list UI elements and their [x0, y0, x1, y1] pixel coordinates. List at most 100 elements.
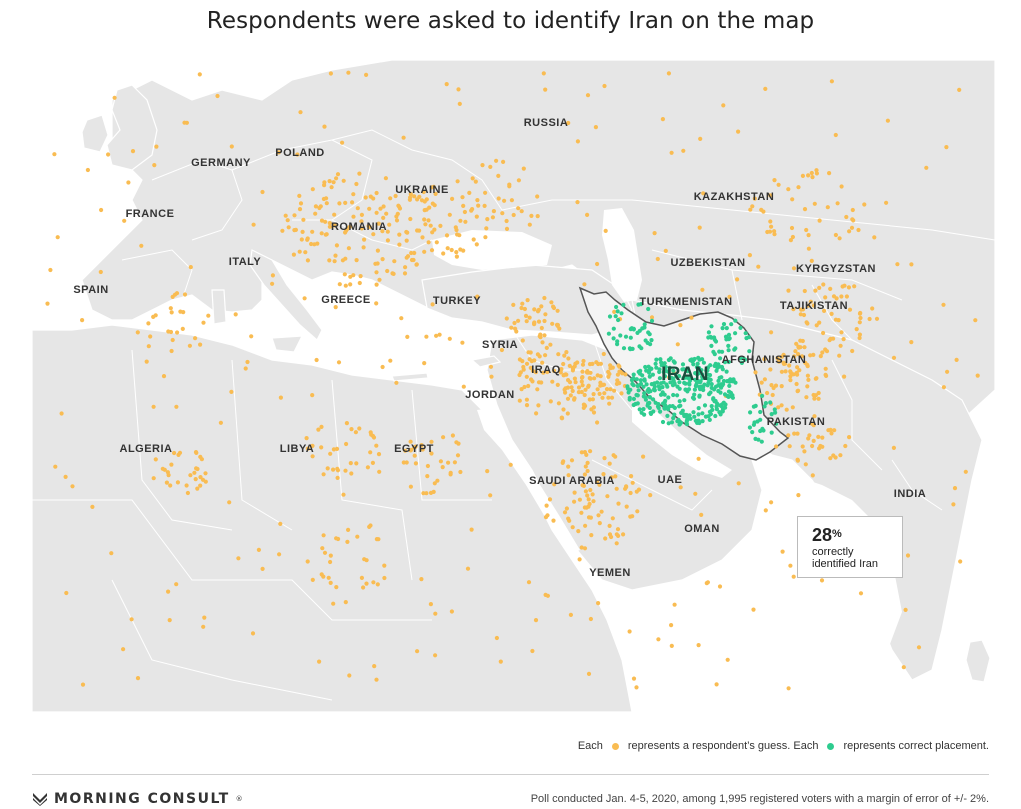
iran-label: IRAN	[661, 364, 709, 385]
guess-dot	[302, 296, 307, 301]
guess-dot	[316, 427, 321, 432]
guess-dot	[699, 512, 704, 517]
guess-dot	[570, 365, 576, 370]
correct-dot	[708, 377, 713, 382]
guess-dot	[321, 472, 326, 477]
guess-dot	[814, 323, 819, 328]
guess-dot	[432, 481, 437, 486]
guess-dot	[562, 353, 567, 358]
guess-dot	[245, 359, 250, 365]
guess-dot	[408, 439, 413, 444]
guess-dot	[805, 321, 810, 326]
guess-dot	[586, 497, 591, 502]
country-label-romania: ROMANIA	[331, 221, 387, 233]
guess-dot	[322, 124, 327, 129]
guess-dot	[595, 479, 600, 485]
correct-dot	[739, 360, 745, 365]
guess-dot	[378, 206, 383, 211]
black-sea	[432, 230, 552, 270]
guess-dot	[601, 351, 606, 357]
guess-dot	[783, 369, 788, 374]
guess-dot	[359, 226, 364, 231]
guess-dot	[215, 93, 220, 99]
correct-dot	[683, 375, 689, 380]
guess-dot	[521, 166, 526, 171]
correct-dot	[744, 336, 749, 341]
guess-dot	[735, 277, 740, 282]
guess-dot	[109, 551, 114, 556]
guess-dot	[364, 72, 369, 77]
guess-dot	[441, 435, 446, 440]
correct-dot	[741, 356, 746, 361]
guess-dot	[795, 457, 800, 462]
guess-dot	[751, 607, 756, 612]
country-label-saudi-arabia: SAUDI ARABIA	[529, 475, 615, 487]
guess-dot	[425, 463, 430, 469]
correct-dot	[720, 409, 725, 414]
guess-dot	[602, 83, 607, 89]
guess-dot	[198, 342, 203, 347]
guess-dot	[383, 176, 388, 181]
correct-dot	[701, 360, 707, 365]
correct-dot	[769, 412, 774, 417]
guess-dot	[843, 443, 848, 449]
guess-dot	[579, 379, 584, 384]
guess-dot	[327, 221, 332, 226]
guess-dot	[421, 491, 426, 496]
guess-dot	[355, 206, 360, 211]
guess-dot	[838, 453, 843, 458]
guess-dot	[148, 334, 153, 339]
guess-dot	[318, 204, 323, 209]
guess-dot	[184, 483, 189, 488]
correct-dot	[713, 339, 719, 344]
guess-dot	[776, 359, 782, 364]
guess-dot	[813, 376, 818, 381]
guess-dot	[203, 479, 208, 484]
guess-dot	[539, 380, 544, 385]
guess-dot	[345, 226, 350, 231]
guess-dot	[320, 546, 325, 551]
guess-dot	[765, 390, 770, 396]
guess-dot	[151, 404, 156, 409]
guess-dot	[236, 556, 241, 561]
guess-dot	[291, 252, 296, 257]
guess-dot	[539, 325, 544, 331]
guess-dot	[342, 272, 347, 277]
guess-dot	[371, 232, 376, 237]
guess-dot	[45, 301, 50, 306]
crete-landmass	[391, 372, 429, 382]
brand-trademark: ®	[235, 795, 245, 803]
guess-dot	[813, 393, 819, 398]
correct-dot	[621, 302, 626, 307]
guess-dot	[168, 306, 173, 311]
legend: Each represents a respondent’s guess. Ea…	[578, 740, 989, 752]
correct-dot	[768, 400, 773, 405]
correct-dot	[712, 399, 717, 404]
guess-dot	[526, 383, 531, 389]
guess-dot	[548, 342, 553, 347]
guess-dot	[588, 449, 593, 454]
guess-dot	[786, 187, 791, 192]
correct-dot	[631, 372, 636, 377]
correct-dot	[639, 410, 644, 415]
guess-dot	[162, 467, 167, 472]
guess-dot	[482, 203, 487, 208]
guess-dot	[570, 388, 575, 394]
guess-dot	[412, 194, 417, 199]
correct-dot	[720, 326, 725, 331]
guess-dot	[412, 250, 417, 256]
guess-dot	[787, 444, 792, 449]
guess-dot	[579, 375, 585, 380]
guess-dot	[750, 204, 755, 209]
guess-dot	[641, 454, 646, 459]
guess-dot	[833, 132, 838, 138]
guess-dot	[532, 307, 537, 312]
guess-dot	[813, 288, 818, 293]
guess-dot	[762, 357, 767, 362]
guess-dot	[53, 464, 58, 469]
guess-dot	[372, 664, 377, 669]
guess-dot	[520, 338, 525, 343]
guess-dot	[786, 686, 791, 691]
guess-dot	[310, 443, 315, 448]
guess-dot	[354, 258, 359, 263]
